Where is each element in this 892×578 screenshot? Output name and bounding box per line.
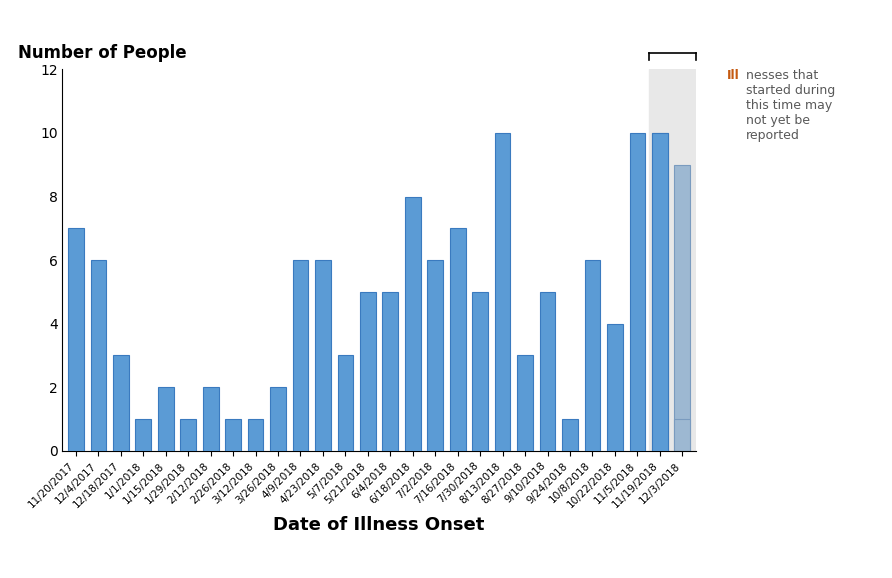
Bar	[630, 133, 645, 451]
Bar	[180, 419, 196, 451]
Bar	[652, 133, 668, 451]
Bar	[584, 260, 600, 451]
Bar	[495, 133, 510, 451]
Bar	[90, 260, 106, 451]
Bar	[360, 292, 376, 451]
Bar	[293, 260, 309, 451]
Bar	[517, 355, 533, 451]
Bar	[248, 419, 263, 451]
Bar	[337, 355, 353, 451]
Text: Ill: Ill	[727, 69, 739, 82]
Bar	[674, 419, 690, 451]
Bar	[158, 387, 174, 451]
Text: Number of People: Number of People	[18, 44, 186, 62]
Bar	[607, 324, 623, 451]
Text: nesses that
started during
this time may
not yet be
reported: nesses that started during this time may…	[746, 69, 835, 142]
Bar	[405, 197, 421, 451]
Bar	[450, 228, 466, 451]
Bar	[136, 419, 151, 451]
Bar	[674, 165, 690, 451]
Bar	[226, 419, 241, 451]
Bar	[383, 292, 398, 451]
Bar	[270, 387, 286, 451]
X-axis label: Date of Illness Onset: Date of Illness Onset	[274, 516, 484, 533]
Bar	[648, 69, 696, 451]
Bar	[315, 260, 331, 451]
Bar	[427, 260, 443, 451]
Bar	[540, 292, 556, 451]
Bar	[113, 355, 128, 451]
Bar	[68, 228, 84, 451]
Bar	[202, 387, 219, 451]
Bar	[562, 419, 578, 451]
Bar	[652, 133, 668, 451]
Bar	[472, 292, 488, 451]
